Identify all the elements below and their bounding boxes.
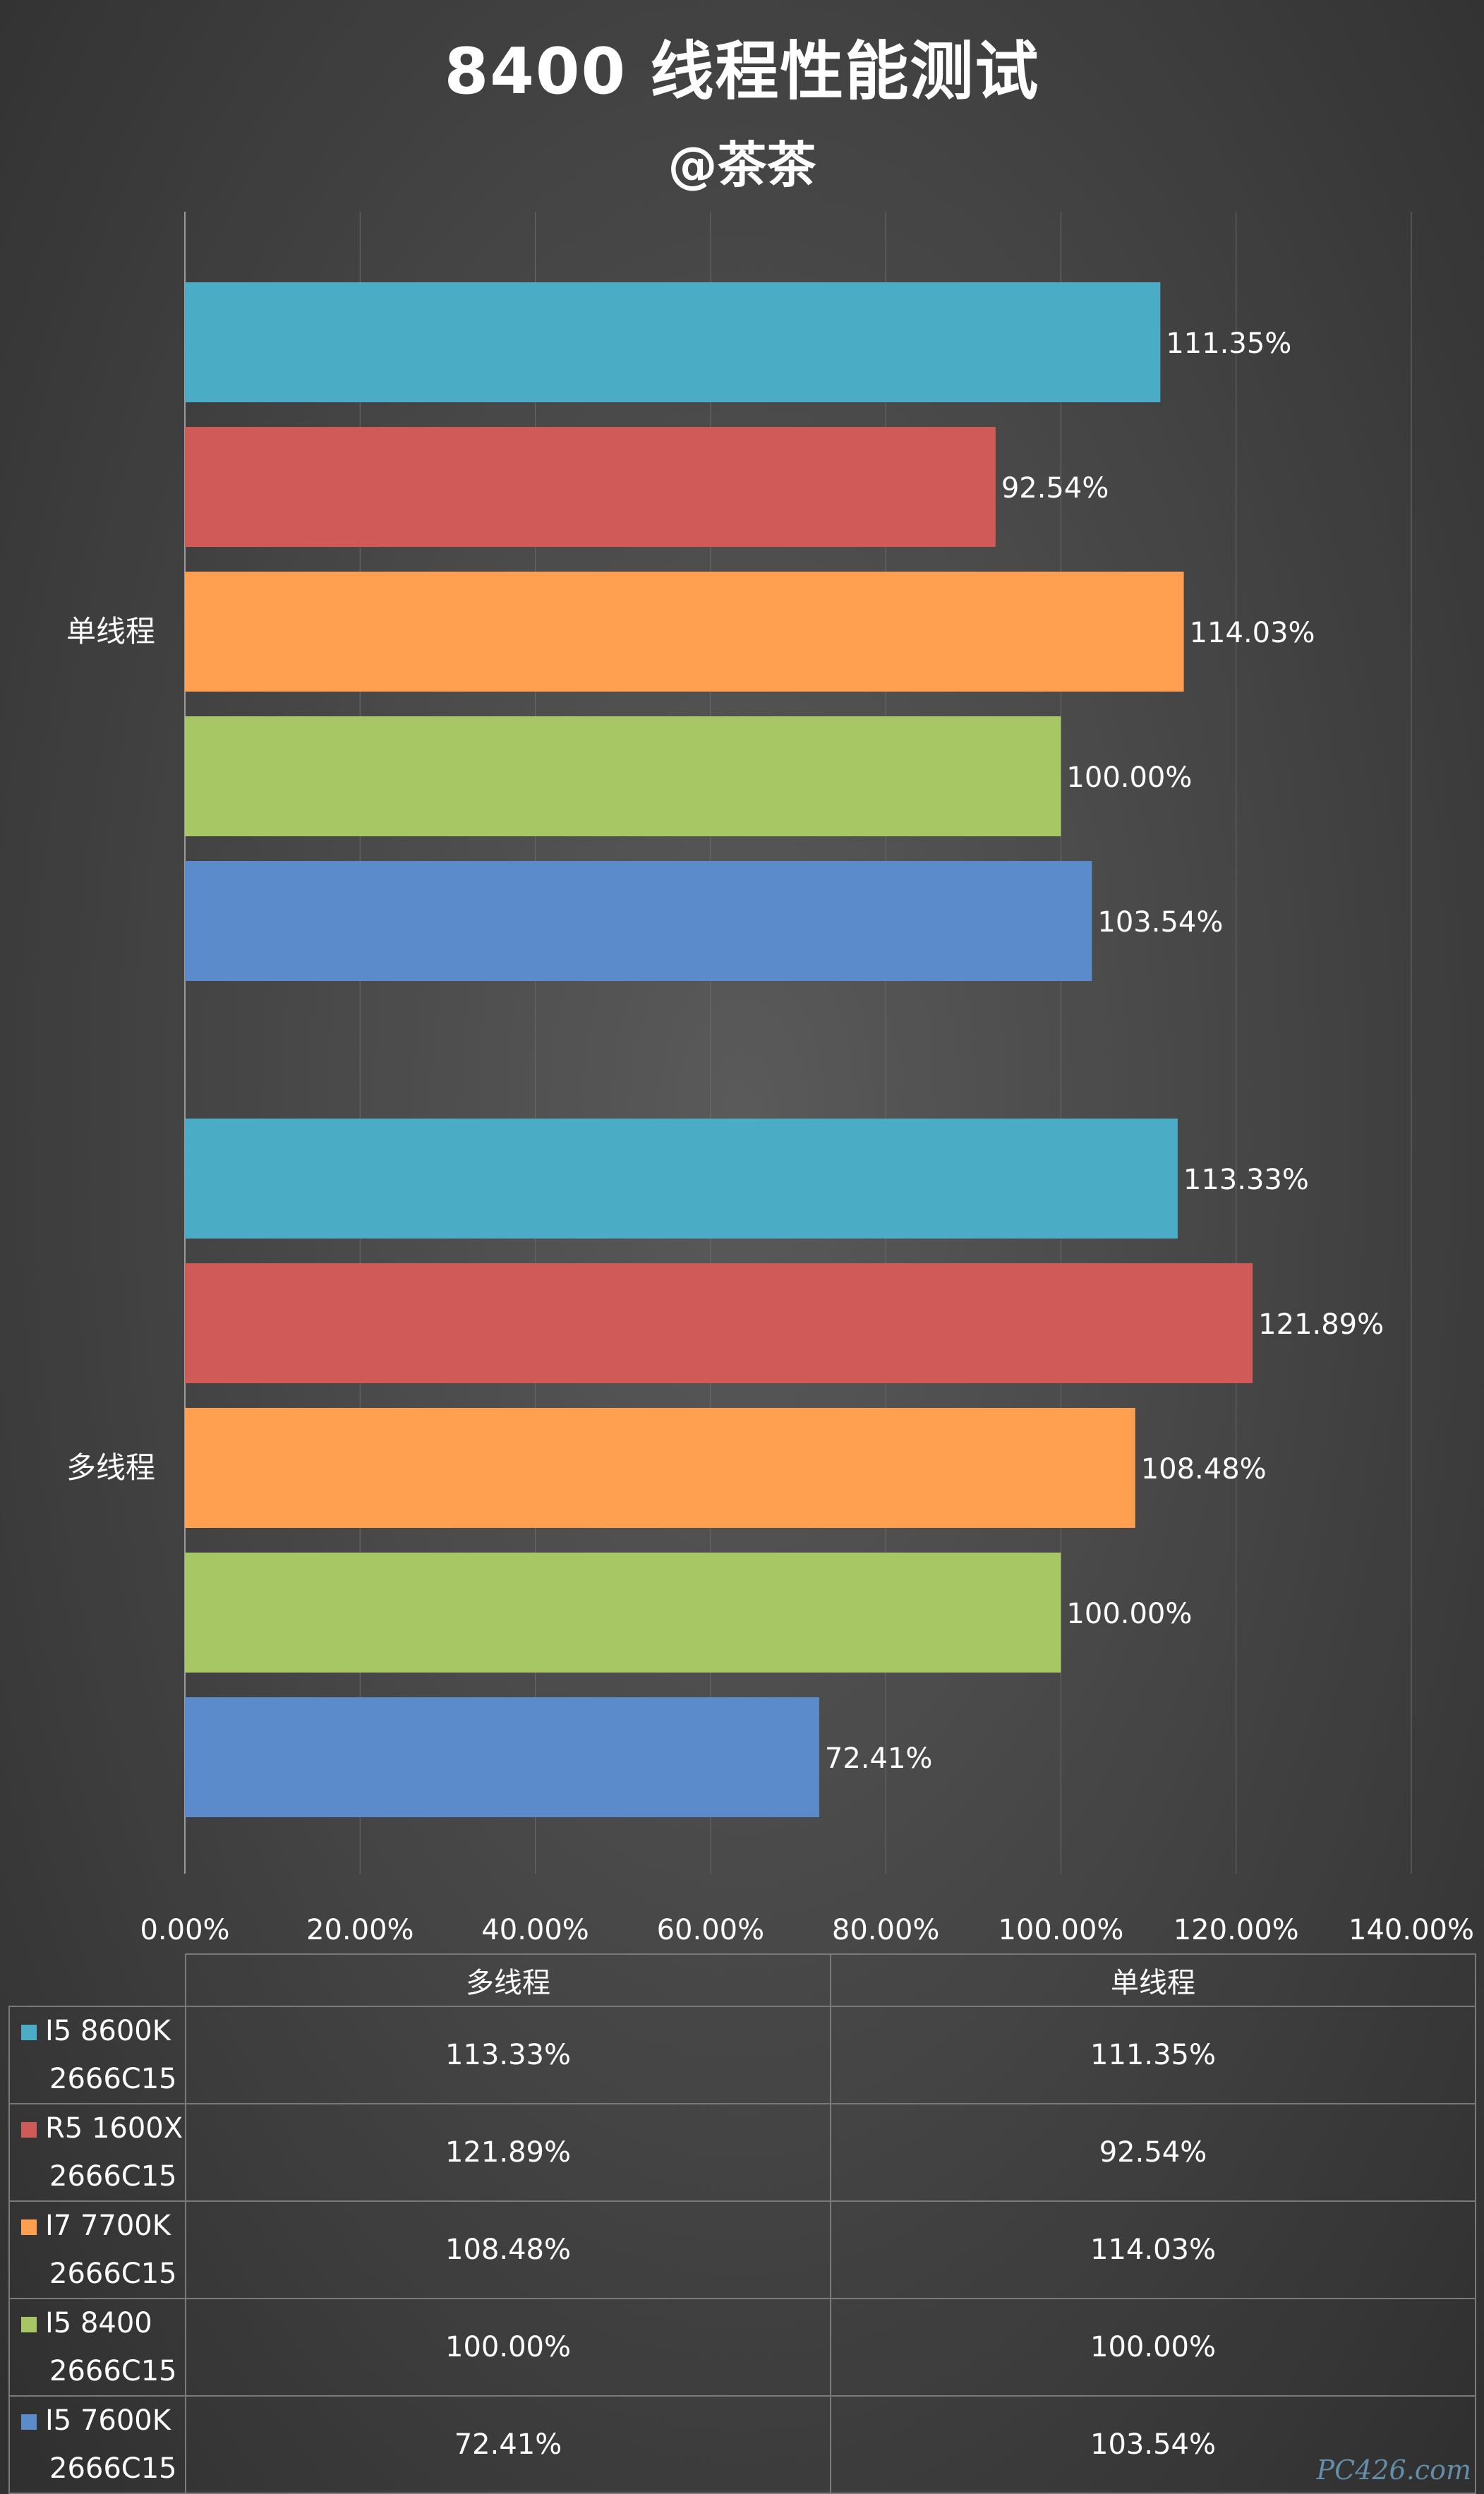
bar-value-label: 108.48% bbox=[1141, 1453, 1267, 1486]
row-header: I5 8600K 2666C15 bbox=[8, 2006, 186, 2104]
table-row: I5 7600K 2666C15 72.41% 103.54% bbox=[8, 2395, 1476, 2494]
table-header-row: 多线程 单线程 bbox=[9, 1953, 1476, 2007]
row-name: I5 8400 bbox=[45, 2307, 152, 2339]
table-cell-single: 114.03% bbox=[830, 2200, 1476, 2299]
x-tick-label: 40.00% bbox=[481, 1914, 589, 1946]
bar-value-label: 114.03% bbox=[1190, 617, 1315, 649]
row-name: I5 7600K bbox=[45, 2404, 171, 2437]
legend-swatch bbox=[21, 2414, 37, 2430]
bar bbox=[185, 1553, 1061, 1673]
table-col-header: 单线程 bbox=[830, 1953, 1476, 2007]
table-corner bbox=[9, 1954, 186, 2007]
bar bbox=[185, 861, 1092, 981]
category-label: 多线程 bbox=[66, 1450, 155, 1485]
bar bbox=[185, 1408, 1135, 1528]
legend-swatch bbox=[21, 2317, 37, 2332]
x-tick-label: 20.00% bbox=[306, 1914, 414, 1946]
bar-value-label: 103.54% bbox=[1097, 906, 1223, 939]
x-tick-label: 120.00% bbox=[1174, 1914, 1299, 1946]
row-subname: 2666C15 bbox=[49, 2258, 177, 2290]
chart-title: 8400 线程性能测试 bbox=[444, 35, 1040, 109]
bar bbox=[185, 572, 1184, 692]
x-tick-label: 0.00% bbox=[140, 1914, 229, 1946]
bar-value-label: 72.41% bbox=[825, 1742, 933, 1775]
table-row: R5 1600X 2666C15 121.89% 92.54% bbox=[8, 2103, 1476, 2202]
bar-value-label: 113.33% bbox=[1183, 1164, 1309, 1196]
row-name: I7 7700K bbox=[45, 2210, 171, 2242]
table-cell-multi: 100.00% bbox=[185, 2298, 831, 2397]
table-cell-multi: 72.41% bbox=[185, 2395, 831, 2494]
bar-value-label: 100.00% bbox=[1066, 761, 1192, 794]
table-cell-single: 92.54% bbox=[830, 2103, 1476, 2202]
x-tick-label: 140.00% bbox=[1349, 1914, 1474, 1946]
row-subname: 2666C15 bbox=[49, 2355, 177, 2387]
bar bbox=[185, 716, 1061, 836]
row-subname: 2666C15 bbox=[49, 2063, 177, 2095]
table-cell-multi: 121.89% bbox=[185, 2103, 831, 2202]
table-row: I7 7700K 2666C15 108.48% 114.03% bbox=[8, 2200, 1476, 2299]
bar bbox=[185, 1697, 819, 1817]
category-label: 单线程 bbox=[66, 614, 155, 649]
legend-swatch bbox=[21, 2025, 37, 2040]
table-row: I5 8600K 2666C15 113.33% 111.35% bbox=[8, 2006, 1476, 2104]
bar bbox=[185, 282, 1161, 402]
bar bbox=[185, 1119, 1178, 1239]
table-cell-single: 111.35% bbox=[830, 2006, 1476, 2104]
bar-chart: 0.00% 20.00% 40.00% 60.00% 80.00% 100.00% 120.… bbox=[66, 212, 1474, 1946]
legend-swatch bbox=[21, 2122, 37, 2138]
bar bbox=[185, 427, 996, 547]
x-tick-label: 80.00% bbox=[832, 1914, 940, 1946]
table-row: I5 8400 2666C15 100.00% 100.00% bbox=[8, 2298, 1476, 2397]
bar-value-label: 100.00% bbox=[1066, 1598, 1192, 1630]
table-cell-multi: 108.48% bbox=[185, 2200, 831, 2299]
bar bbox=[185, 1263, 1253, 1383]
bar-value-label: 121.89% bbox=[1258, 1308, 1384, 1341]
chart-subtitle: @茶茶 bbox=[668, 136, 816, 194]
table-cell-multi: 113.33% bbox=[185, 2006, 831, 2104]
row-subname: 2666C15 bbox=[49, 2160, 177, 2193]
legend-swatch bbox=[21, 2219, 37, 2235]
row-header: I7 7700K 2666C15 bbox=[8, 2200, 186, 2299]
row-subname: 2666C15 bbox=[49, 2452, 177, 2485]
x-tick-label: 100.00% bbox=[998, 1914, 1123, 1946]
x-tick-label: 60.00% bbox=[657, 1914, 765, 1946]
bar-value-label: 92.54% bbox=[1001, 472, 1109, 505]
data-table: 多线程 单线程 I5 8600K 2666C15 113.33% 111.35%… bbox=[8, 1953, 1476, 2494]
bar-value-label: 111.35% bbox=[1166, 327, 1291, 360]
table-cell-single: 100.00% bbox=[830, 2298, 1476, 2397]
row-name: I5 8600K bbox=[45, 2015, 171, 2047]
table-col-header: 多线程 bbox=[185, 1953, 831, 2007]
row-header: I5 7600K 2666C15 bbox=[8, 2395, 186, 2494]
watermark: PC426.com bbox=[1316, 2454, 1471, 2486]
row-name: R5 1600X bbox=[45, 2112, 183, 2145]
row-header: R5 1600X 2666C15 bbox=[8, 2103, 186, 2202]
row-header: I5 8400 2666C15 bbox=[8, 2298, 186, 2397]
